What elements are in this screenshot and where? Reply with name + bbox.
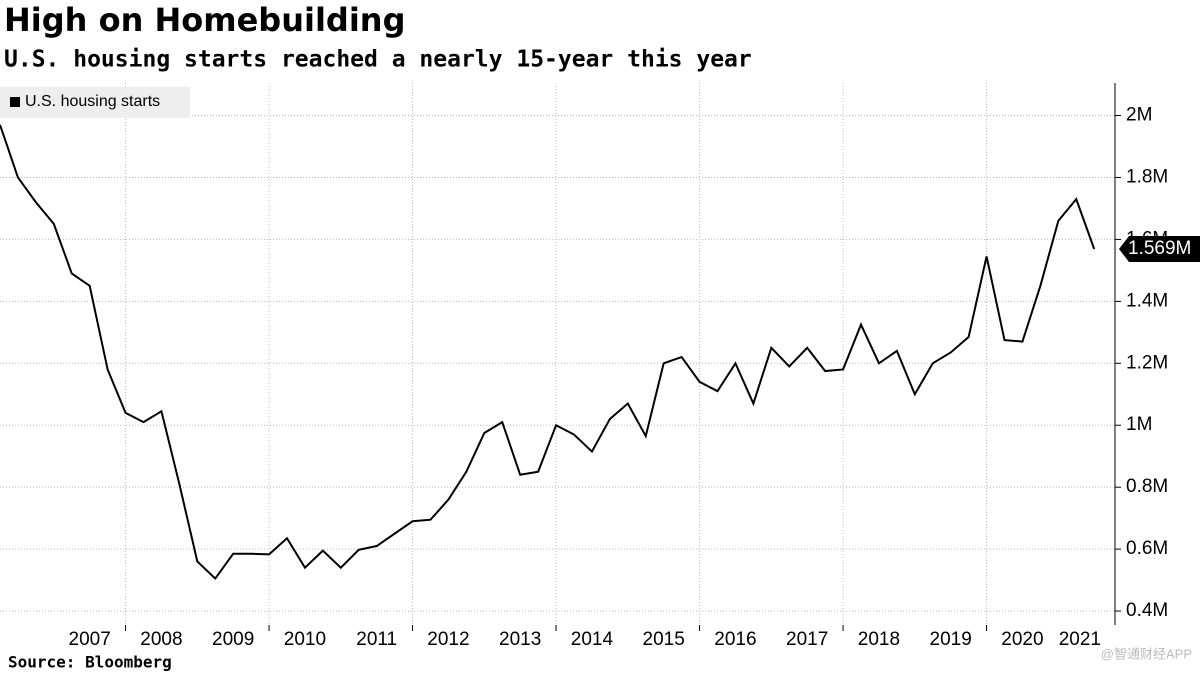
- line: [0, 124, 1096, 581]
- y-tick-label: 1.4M: [1126, 290, 1168, 311]
- x-tick-label: 2016: [714, 629, 756, 650]
- x-tick-label: 2012: [427, 629, 469, 650]
- y-tick-label: 0.4M: [1126, 600, 1168, 621]
- legend-label: U.S. housing starts: [25, 93, 160, 110]
- watermark: @智通财经APP: [1101, 646, 1192, 661]
- y-tick-label: 1.8M: [1126, 166, 1168, 187]
- value-label: 1.569M: [1128, 238, 1191, 259]
- y-tick-label: 2M: [1126, 105, 1152, 126]
- y-tick-label: 0.6M: [1126, 538, 1168, 559]
- y-tick-label: 0.8M: [1126, 476, 1168, 497]
- y-tick-label: 1M: [1126, 414, 1152, 435]
- x-tick-label: 2020: [1001, 629, 1043, 650]
- x-tick-label: 2015: [643, 629, 685, 650]
- x-tick-label: 2017: [786, 629, 828, 650]
- x-tick-label: 2021: [1059, 629, 1101, 650]
- value-label-box: [1119, 236, 1200, 263]
- x-tick-label: 2018: [858, 629, 900, 650]
- x-tick-label: 2011: [356, 629, 397, 650]
- x-tick-label: 2010: [284, 629, 326, 650]
- y-tick-label: 1.2M: [1126, 352, 1168, 373]
- source: Source: Bloomberg: [8, 653, 172, 672]
- legend-swatch: [10, 97, 20, 107]
- x-tick-label: 2013: [499, 629, 541, 650]
- x-tick-label: 2014: [571, 629, 614, 650]
- chart-subtitle: U.S. housing starts reached a nearly 15-…: [4, 47, 752, 73]
- x-tick-label: 2019: [930, 629, 972, 650]
- x-tick-label: 2007: [69, 629, 111, 650]
- legend-box: [0, 87, 190, 118]
- x-tick-label: 2008: [140, 629, 182, 650]
- x-tick-label: 2009: [212, 629, 254, 650]
- chart-title: High on Homebuilding: [4, 1, 405, 39]
